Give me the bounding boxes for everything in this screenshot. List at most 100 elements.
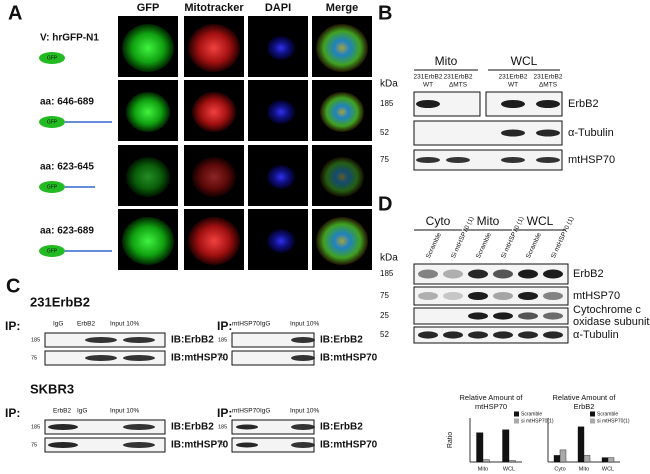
blot (413, 326, 569, 344)
cell-line-title: SKBR3 (30, 381, 74, 396)
band (291, 337, 315, 343)
kda-marker: 25 (380, 311, 389, 320)
cell (192, 157, 236, 197)
lane-label: 231ErbB2 (414, 74, 443, 81)
band (501, 129, 525, 137)
band (493, 331, 513, 339)
cell (320, 92, 364, 132)
panel-label: A (8, 2, 22, 24)
protein-label: oxidase subunit II (573, 316, 650, 328)
blot (44, 437, 166, 453)
blot (44, 419, 166, 435)
lane-label: Si mtHSP70 (1) (500, 216, 525, 260)
lane-label: IgG (260, 408, 270, 415)
lane-label: Input 10% (110, 321, 139, 328)
gfp-icon (39, 52, 65, 64)
band (493, 291, 513, 301)
group-label: Cyto (426, 214, 451, 228)
band (543, 331, 563, 339)
kda-marker: 75 (218, 442, 224, 448)
bar (482, 459, 490, 463)
bar (502, 429, 510, 463)
bar (553, 455, 561, 463)
ib-label: IB:mtHSP70 (320, 353, 378, 364)
x-tick-label: WCL (503, 466, 515, 472)
cell (126, 157, 170, 197)
bar (559, 449, 567, 463)
lane-label: ErbB2 (77, 321, 95, 328)
lane-label: ΔMTS (539, 82, 558, 89)
lane-label: IgG (77, 408, 87, 415)
kda-marker: 75 (218, 355, 224, 361)
legend-label: Scramble (597, 411, 618, 417)
row-label: aa: 646-689 (40, 97, 94, 108)
icon-text: GFP (47, 55, 58, 61)
band (416, 100, 440, 108)
protein-label: ErbB2 (568, 98, 599, 110)
kda-marker: 75 (31, 442, 37, 448)
chart-title: Relative Amount of (460, 393, 524, 402)
ip-label: IP: (5, 319, 20, 333)
band (416, 157, 440, 163)
legend-swatch (514, 411, 519, 417)
lane-label: IgG (53, 321, 63, 328)
lane-label: Input 10% (290, 321, 319, 328)
bar (508, 460, 516, 463)
band (123, 337, 155, 343)
kda-marker: 75 (31, 355, 37, 361)
x-tick-label: WCL (602, 466, 614, 472)
y-axis-label: Ratio (447, 432, 454, 448)
band (236, 424, 258, 430)
band (468, 269, 488, 279)
x-tick-label: Cyto (554, 466, 565, 472)
band (468, 291, 488, 301)
lane-label: 231ErbB2 (499, 74, 528, 81)
group-label: Mito (477, 214, 500, 228)
blot (413, 149, 563, 171)
cell (188, 24, 240, 72)
lane-label: mtHSP70 (232, 408, 260, 415)
band (85, 355, 117, 361)
lane-label: 231ErbB2 (444, 74, 473, 81)
legend-swatch (590, 418, 595, 424)
kda-marker: 52 (380, 128, 389, 137)
band (85, 337, 117, 343)
lane-label: WT (423, 82, 433, 89)
band (501, 157, 525, 163)
lane-label: Scramble (425, 231, 443, 259)
band (123, 424, 155, 430)
legend-label: Scramble (521, 411, 542, 417)
band (291, 355, 315, 361)
bar (577, 426, 585, 463)
legend-swatch (590, 411, 595, 417)
gfp-icon (39, 116, 65, 128)
column-header: Merge (326, 2, 358, 14)
lane-label: Scramble (525, 231, 543, 259)
band (418, 331, 438, 339)
protein-label: mtHSP70 (573, 290, 620, 302)
protein-label: α-Tubulin (573, 329, 619, 341)
cell (316, 24, 368, 72)
chart-title: ErbB2 (574, 402, 595, 411)
lane-label: ErbB2 (53, 408, 71, 415)
kda-marker: 185 (218, 424, 227, 430)
blot (413, 263, 569, 285)
kda-marker: 185 (380, 269, 394, 278)
cell-line-title: 231ErbB2 (30, 294, 90, 309)
legend-label: si mtHSP70(1) (597, 418, 630, 424)
group-label: WCL (527, 214, 554, 228)
band (123, 355, 155, 361)
lane-label: 231ErbB2 (534, 74, 563, 81)
band (543, 291, 563, 301)
protein-label: mtHSP70 (568, 154, 615, 166)
ip-label: IP: (217, 406, 232, 420)
band (518, 331, 538, 339)
ib-label: IB:ErbB2 (320, 422, 363, 433)
kda-marker: 75 (380, 291, 389, 300)
column-header: GFP (137, 2, 160, 14)
kda-label: kDa (380, 253, 398, 264)
chart-title: mtHSP70 (475, 402, 507, 411)
lane-label: IgG (260, 321, 270, 328)
column-header: DAPI (265, 2, 291, 14)
